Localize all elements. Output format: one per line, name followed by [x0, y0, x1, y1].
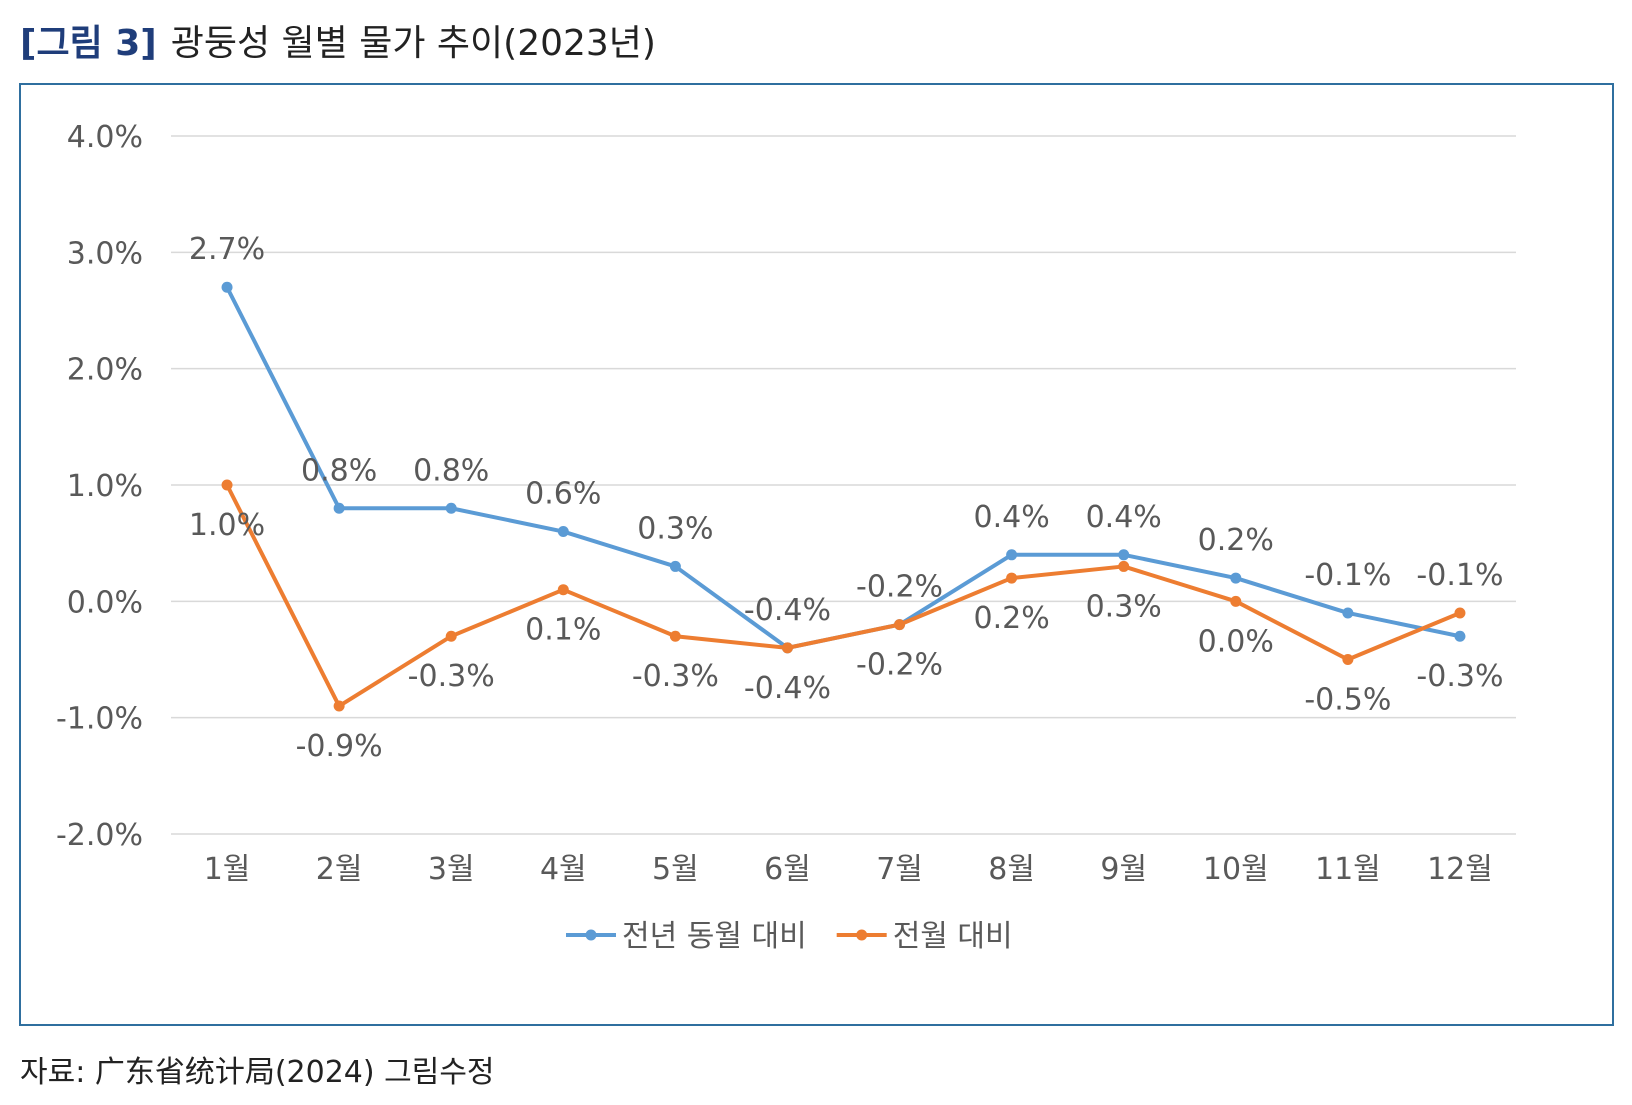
- data-point: [221, 281, 233, 293]
- data-label: -0.5%: [1304, 683, 1391, 718]
- chart-frame: 4.0% 3.0% 2.0% 1.0% 0.0% -1.0% -2.0% 1월 2월 3월 4월 5월…: [19, 83, 1614, 1026]
- data-point: [333, 700, 345, 712]
- data-point: [1118, 560, 1130, 572]
- data-label: 0.2%: [974, 601, 1050, 636]
- series-line-2: [225, 484, 1461, 709]
- data-label: 2.7%: [189, 232, 265, 267]
- data-point: [1230, 595, 1242, 607]
- y-tick-label: -1.0%: [56, 702, 143, 737]
- data-point: [1230, 572, 1242, 584]
- figure-number: [그림 3]: [20, 23, 157, 64]
- x-tick-label: 8월: [988, 852, 1035, 887]
- data-label: 0.8%: [413, 453, 489, 488]
- legend-swatch-marker: [585, 929, 597, 941]
- y-tick-label: 0.0%: [67, 585, 143, 620]
- x-tick-label: 1월: [204, 852, 251, 887]
- figure-title: [그림 3] 광둥성 월별 물가 추이(2023년): [20, 14, 656, 66]
- y-tick-label: 1.0%: [67, 469, 143, 504]
- data-point: [445, 502, 457, 514]
- data-point: [669, 630, 681, 642]
- x-tick-label: 9월: [1100, 852, 1147, 887]
- data-point: [1118, 549, 1130, 561]
- data-point: [557, 584, 569, 596]
- data-label: 0.6%: [525, 477, 601, 512]
- data-label: 0.8%: [301, 453, 377, 488]
- data-point: [669, 560, 681, 572]
- data-point: [1454, 607, 1466, 619]
- y-tick-label: 3.0%: [67, 236, 143, 271]
- figure-title-text: 광둥성 월별 물가 추이(2023년): [170, 23, 656, 64]
- data-label: -0.3%: [632, 659, 719, 694]
- data-point: [445, 630, 457, 642]
- legend-label: 전년 동월 대비: [622, 919, 807, 954]
- x-tick-label: 12월: [1427, 852, 1493, 887]
- data-label: -0.3%: [1416, 659, 1503, 694]
- data-label: 0.1%: [525, 613, 601, 648]
- data-label: 0.4%: [1086, 500, 1162, 535]
- data-label: -0.4%: [744, 593, 831, 628]
- data-label: -0.9%: [296, 729, 383, 764]
- data-label: 0.0%: [1198, 624, 1274, 659]
- data-point: [333, 502, 345, 514]
- data-point: [894, 619, 906, 631]
- data-point: [1342, 607, 1354, 619]
- x-tick-label: 2월: [316, 852, 363, 887]
- x-tick-label: 4월: [540, 852, 587, 887]
- series-line-1: [225, 286, 1461, 650]
- x-tick-label: 6월: [764, 852, 811, 887]
- x-tick-label: 7월: [876, 852, 923, 887]
- legend-label: 전월 대비: [893, 919, 1013, 954]
- y-tick-label: 4.0%: [67, 120, 143, 155]
- data-point: [781, 642, 793, 654]
- x-tick-label: 10월: [1203, 852, 1269, 887]
- data-point: [1342, 654, 1354, 665]
- data-label: -0.3%: [408, 659, 495, 694]
- data-label: -0.1%: [1304, 558, 1391, 593]
- x-tick-label: 3월: [428, 852, 475, 887]
- legend-swatch-marker: [856, 929, 868, 941]
- x-tick-label: 5월: [652, 852, 699, 887]
- data-label: -0.2%: [856, 570, 943, 605]
- data-label: 0.3%: [1086, 589, 1162, 624]
- data-point: [1454, 630, 1466, 642]
- y-tick-label: 2.0%: [67, 353, 143, 388]
- y-tick-label: -2.0%: [56, 818, 143, 853]
- data-label: -0.1%: [1416, 558, 1503, 593]
- data-label: 1.0%: [189, 508, 265, 543]
- data-point: [221, 479, 233, 491]
- data-point: [1006, 572, 1018, 584]
- source-note: 자료: 广东省统计局(2024) 그림수정: [20, 1055, 495, 1090]
- data-label: -0.2%: [856, 648, 943, 683]
- data-point: [557, 526, 569, 538]
- data-point: [1006, 549, 1018, 561]
- x-tick-label: 11월: [1315, 852, 1381, 887]
- data-label: -0.4%: [744, 671, 831, 706]
- data-label: 0.4%: [974, 500, 1050, 535]
- line-chart: 4.0% 3.0% 2.0% 1.0% 0.0% -1.0% -2.0% 1월 2월 3월 4월 5월…: [56, 120, 1516, 954]
- data-label: 0.3%: [637, 511, 713, 546]
- data-label: 0.2%: [1198, 523, 1274, 558]
